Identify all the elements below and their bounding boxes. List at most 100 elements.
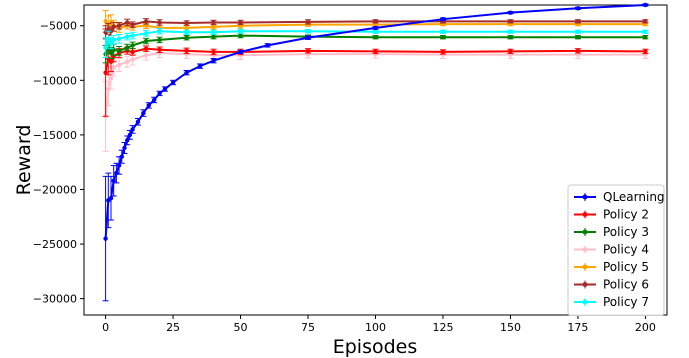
data-point [184, 20, 189, 26]
y-axis: −30000 −25000 −20000 −15000 −10000 −5000 [33, 20, 84, 306]
legend-marker [582, 229, 588, 235]
series-policy-7 [102, 27, 649, 58]
data-point [575, 29, 581, 34]
legend-label: Policy 6 [603, 278, 649, 292]
data-point [124, 34, 130, 39]
data-point [124, 59, 130, 64]
data-point [373, 35, 378, 40]
data-point [575, 52, 581, 57]
data-point [575, 35, 581, 40]
data-point [116, 62, 122, 68]
data-point [111, 178, 116, 183]
data-point [151, 97, 157, 103]
legend-item: Policy 2 [574, 208, 649, 222]
data-point [643, 29, 648, 34]
data-point [184, 30, 189, 35]
series-policy-6 [102, 18, 649, 40]
data-point [373, 49, 378, 54]
data-point [103, 19, 108, 24]
data-point [108, 50, 114, 56]
legend-label: Policy 5 [603, 260, 649, 274]
series-layer [102, 2, 649, 302]
x-tick-label: 100 [365, 321, 386, 334]
data-point [111, 65, 116, 70]
series-policy-3 [102, 32, 649, 64]
data-point [135, 119, 141, 124]
data-point [130, 127, 135, 132]
data-point [440, 35, 446, 40]
legend-label: Policy 4 [603, 243, 649, 257]
legend-item: QLearning [574, 190, 665, 204]
legend-item: Policy 6 [574, 278, 649, 292]
x-axis: 0 25 50 75 100 125 150 175 200 [102, 315, 656, 334]
x-tick-label: 200 [635, 321, 656, 334]
data-point [157, 25, 162, 31]
data-point [143, 19, 149, 24]
legend-marker [582, 299, 588, 305]
data-point [157, 37, 162, 43]
y-tick-label: −30000 [33, 293, 77, 306]
data-point [265, 43, 270, 48]
data-point [508, 29, 513, 34]
data-point [508, 10, 513, 15]
data-point [305, 28, 311, 34]
data-point [373, 25, 378, 31]
data-point [143, 46, 149, 51]
data-point [124, 45, 130, 50]
data-point [211, 24, 216, 30]
legend-label: Policy 2 [603, 208, 649, 222]
x-tick-label: 125 [432, 321, 453, 334]
data-point [440, 16, 446, 22]
data-point [124, 138, 130, 143]
data-point [373, 19, 378, 24]
data-point [305, 48, 311, 54]
data-point [130, 33, 135, 38]
x-tick-label: 75 [301, 321, 315, 334]
data-point [162, 86, 168, 92]
data-point [373, 29, 378, 34]
data-point [157, 28, 162, 34]
data-point [130, 43, 135, 48]
data-point [575, 6, 581, 11]
data-point [103, 70, 108, 75]
x-tick-label: 175 [567, 321, 588, 334]
data-point [116, 36, 122, 42]
data-point [143, 23, 149, 28]
data-point [197, 63, 203, 69]
x-tick-label: 25 [166, 321, 180, 334]
data-point [184, 48, 189, 54]
data-point [238, 49, 243, 55]
data-point [119, 154, 124, 159]
data-point [440, 29, 446, 34]
x-axis-label: Episodes [333, 336, 418, 358]
data-point [157, 47, 162, 52]
data-point [157, 91, 162, 96]
legend-item: Policy 7 [574, 295, 649, 309]
data-point [643, 2, 648, 8]
legend-box [567, 184, 665, 316]
data-point [116, 163, 122, 168]
data-point [238, 53, 243, 58]
data-point [211, 20, 216, 25]
data-point [238, 20, 243, 25]
legend-item: Policy 5 [574, 260, 649, 274]
legend-marker [582, 247, 588, 252]
data-point [127, 132, 133, 138]
data-point [211, 49, 216, 55]
data-point [238, 33, 243, 38]
legend-item: Policy 4 [574, 243, 649, 257]
data-point [108, 75, 114, 81]
y-tick-label: −15000 [33, 129, 77, 142]
data-point [170, 80, 176, 85]
legend-label: QLearning [603, 190, 665, 204]
data-point [238, 28, 243, 34]
legend-marker [582, 282, 588, 287]
data-point [143, 53, 149, 58]
data-point [508, 19, 513, 24]
data-point [146, 103, 151, 108]
data-point [305, 19, 311, 25]
data-point [440, 49, 446, 55]
data-point [211, 58, 216, 63]
data-point [184, 25, 189, 31]
